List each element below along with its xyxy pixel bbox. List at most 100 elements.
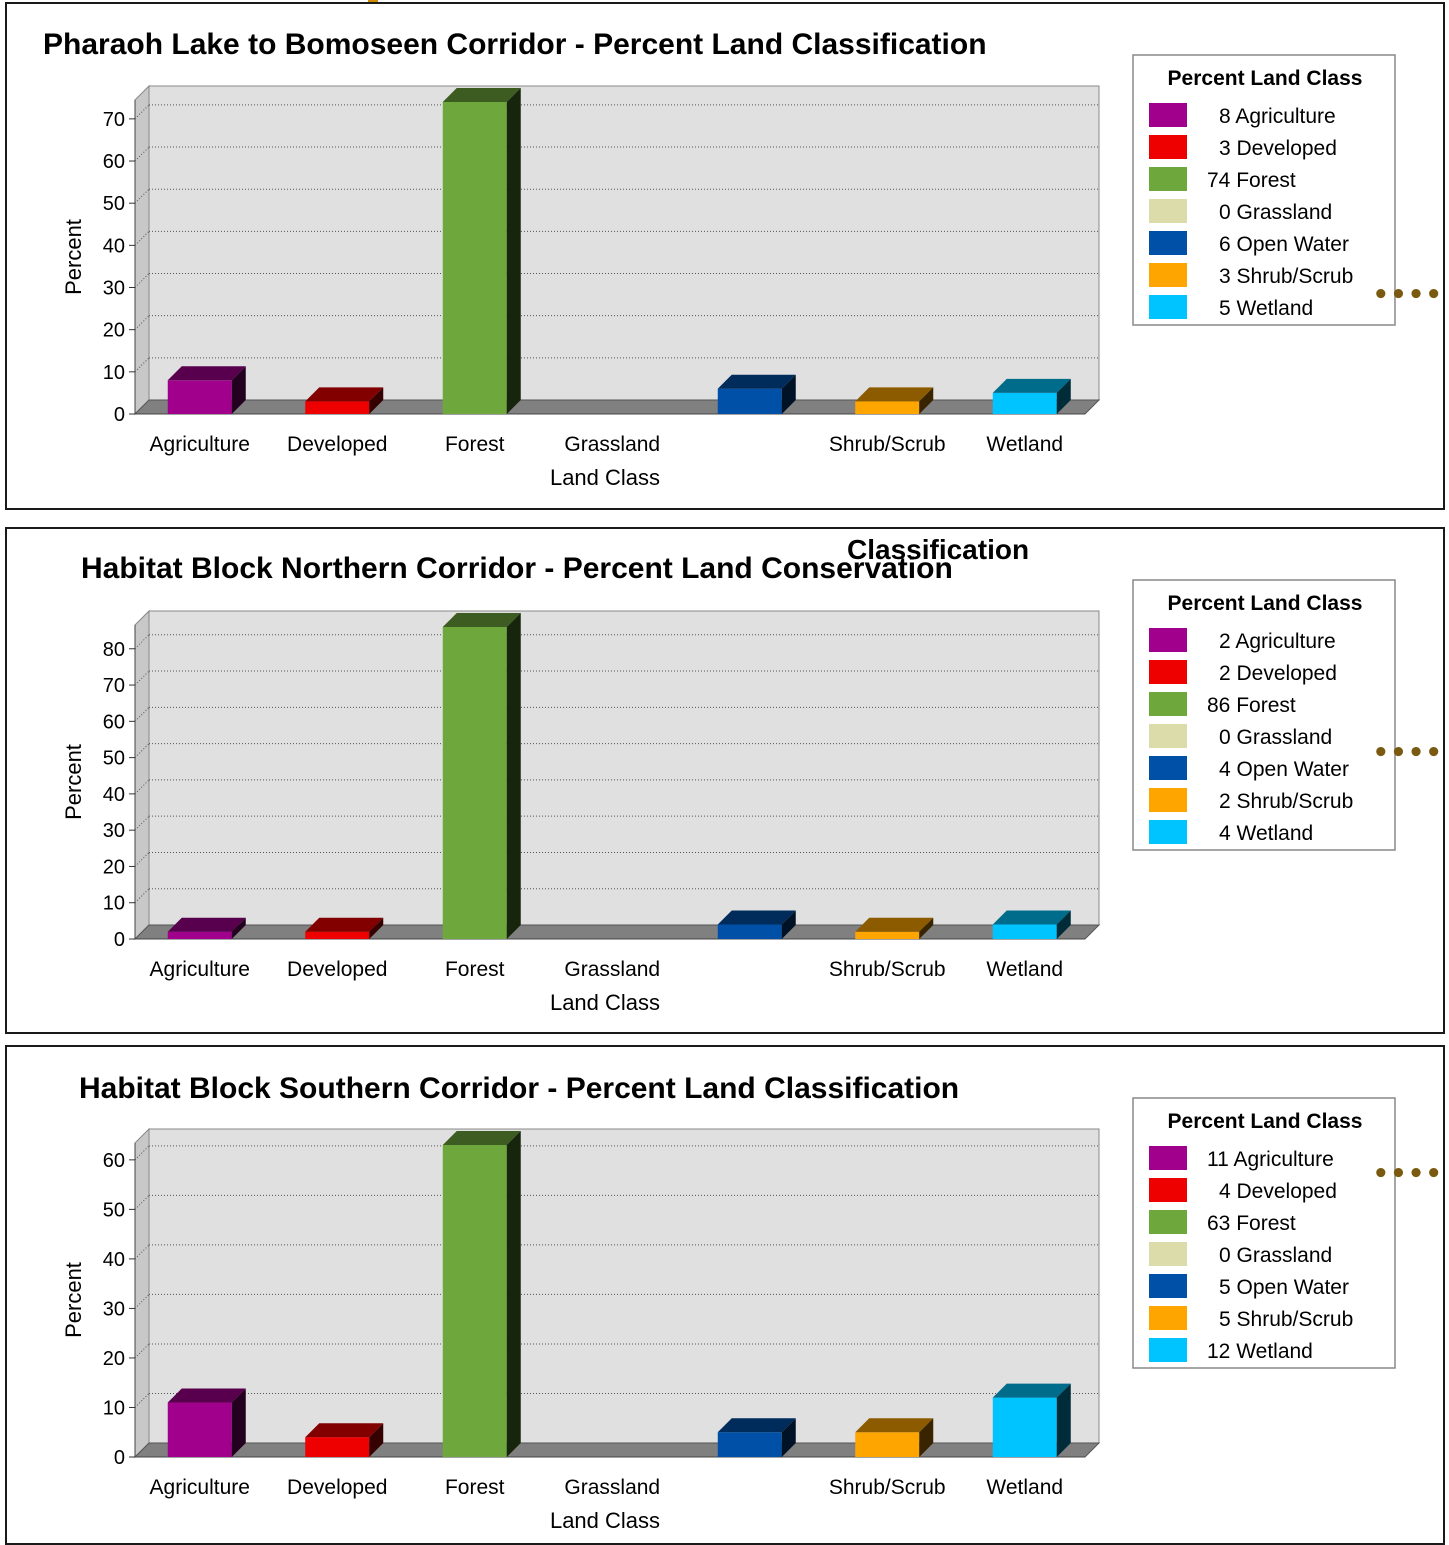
x-tick-label-wetland: Wetland (986, 958, 1063, 981)
legend-swatch-developed (1149, 660, 1187, 684)
bar-side-agriculture (231, 1388, 246, 1457)
plot-back-wall (148, 1128, 1100, 1444)
bar-side-shrub_scrub (919, 917, 934, 939)
legend-entry-wetland: 4 Wetland (1219, 822, 1313, 845)
legend-entry-forest: 74 Forest (1207, 169, 1296, 192)
bar-top-open_water (717, 374, 796, 389)
y-tick-label: 30 (103, 820, 125, 842)
legend-entry-wetland: 5 Wetland (1219, 297, 1313, 320)
legend: Percent Land Class 8 Agriculture 3 Develop… (1132, 54, 1396, 326)
bar-wetland (992, 1397, 1057, 1457)
chart-title: Pharaoh Lake to Bomoseen Corridor - Perc… (43, 28, 987, 61)
plot-side-wall (134, 1127, 150, 1459)
legend-swatch-agriculture (1149, 103, 1187, 127)
legend-swatch-open_water (1149, 756, 1187, 780)
x-tick-label-forest: Forest (445, 433, 505, 456)
bar-top-forest (442, 88, 521, 102)
chart-panel-southern-corridor: Habitat Block Southern Corridor - Percen… (5, 1045, 1445, 1545)
legend-entry-open_water: 6 Open Water (1219, 233, 1349, 256)
bar-side-open_water (781, 910, 796, 939)
x-tick-label-shrub-scrub: Shrub/Scrub (829, 958, 946, 981)
legend-swatch-agriculture (1149, 628, 1187, 652)
bar-side-developed (369, 387, 384, 414)
bar-side-agriculture (231, 917, 246, 939)
gridline-diagonal (134, 743, 150, 758)
x-tick-label-grassland: Grassland (564, 958, 660, 981)
bar-top-developed (305, 387, 384, 402)
bar-open_water (717, 924, 782, 939)
legend-swatch-shrub_scrub (1149, 788, 1187, 812)
legend-swatch-wetland (1149, 820, 1187, 844)
y-tick-label: 30 (103, 1298, 125, 1320)
y-tick-label: 50 (103, 193, 125, 215)
chart-northern-corridor: Habitat Block Northern Corridor - Percen… (61, 534, 1396, 1015)
gridline-diagonal (134, 670, 150, 686)
bar-agriculture (167, 931, 232, 939)
gridline-diagonal (134, 1244, 150, 1260)
x-tick-label-agriculture: Agriculture (150, 958, 250, 981)
bar-side-developed (369, 917, 384, 939)
plot-floor (133, 924, 1101, 940)
bar-shrub_scrub (855, 931, 920, 939)
legend-swatch-forest (1149, 1210, 1187, 1234)
x-axis-label: Land Class (550, 465, 660, 490)
chart-panel-pharaoh-lake: Pharaoh Lake to Bomoseen Corridor - Perc… (5, 2, 1445, 510)
bar-top-shrub_scrub (855, 387, 934, 402)
legend-entry-grassland: 0 Grassland (1219, 1244, 1332, 1267)
bar-shrub_scrub (855, 401, 920, 414)
gridline-diagonal (134, 273, 150, 288)
bar-top-developed (305, 1423, 384, 1438)
y-tick-label: 50 (103, 748, 125, 770)
bar-top-forest (442, 1131, 521, 1145)
y-tick-label: 60 (103, 151, 125, 173)
bar-side-open_water (781, 374, 796, 414)
connector-dots: •••• (1372, 1159, 1443, 1189)
gridline-diagonal (134, 1393, 150, 1408)
y-tick-label: 60 (103, 711, 125, 733)
gridline-diagonal (134, 888, 150, 904)
bar-side-wetland (1056, 378, 1071, 414)
plot-back-wall (148, 610, 1100, 926)
y-tick-label: 70 (103, 109, 125, 131)
bar-open_water (717, 388, 782, 414)
legend-entry-agriculture: 2 Agriculture (1219, 630, 1336, 653)
gridline-diagonal (134, 315, 150, 331)
y-tick-label: 20 (103, 856, 125, 878)
connector-dots: •••• (1372, 738, 1443, 768)
bar-top-agriculture (167, 366, 246, 381)
legend-entry-agriculture: 8 Agriculture (1219, 105, 1336, 128)
legend-entry-grassland: 0 Grassland (1219, 201, 1332, 224)
y-tick-label: 20 (103, 1348, 125, 1370)
chart-pharaoh-lake: Pharaoh Lake to Bomoseen Corridor - Perc… (43, 28, 1396, 490)
legend-entry-open_water: 4 Open Water (1219, 758, 1349, 781)
bar-side-agriculture (231, 366, 246, 414)
chart-title: Habitat Block Northern Corridor - Percen… (81, 552, 953, 585)
bar-wetland (992, 924, 1057, 939)
gridline-diagonal (134, 146, 150, 162)
x-axis-label: Land Class (550, 1508, 660, 1533)
bar-agriculture (167, 1402, 232, 1457)
legend-entry-open_water: 5 Open Water (1219, 1276, 1349, 1299)
legend-entry-shrub_scrub: 3 Shrub/Scrub (1219, 265, 1353, 288)
bar-side-forest (506, 88, 521, 414)
y-tick-label: 10 (103, 362, 125, 384)
plot-floor (133, 1442, 1101, 1458)
x-tick-label-shrub-scrub: Shrub/Scrub (829, 433, 946, 456)
bar-shrub_scrub (855, 1432, 920, 1457)
legend-swatch-forest (1149, 167, 1187, 191)
bar-top-forest (442, 613, 521, 627)
x-tick-label-shrub-scrub: Shrub/Scrub (829, 1476, 946, 1499)
legend-entry-shrub_scrub: 2 Shrub/Scrub (1219, 790, 1353, 813)
x-tick-label-grassland: Grassland (564, 1476, 660, 1499)
bar-top-wetland (992, 378, 1071, 393)
bar-side-developed (369, 1423, 384, 1457)
bar-developed (305, 401, 370, 414)
gridline-diagonal (134, 1294, 150, 1309)
bar-side-wetland (1056, 1383, 1071, 1457)
y-tick-label: 0 (114, 1447, 125, 1469)
bar-top-shrub_scrub (855, 1418, 934, 1433)
bar-top-agriculture (167, 917, 246, 932)
x-tick-label-developed: Developed (287, 433, 387, 456)
legend-swatch-open_water (1149, 231, 1187, 255)
bar-developed (305, 931, 370, 939)
